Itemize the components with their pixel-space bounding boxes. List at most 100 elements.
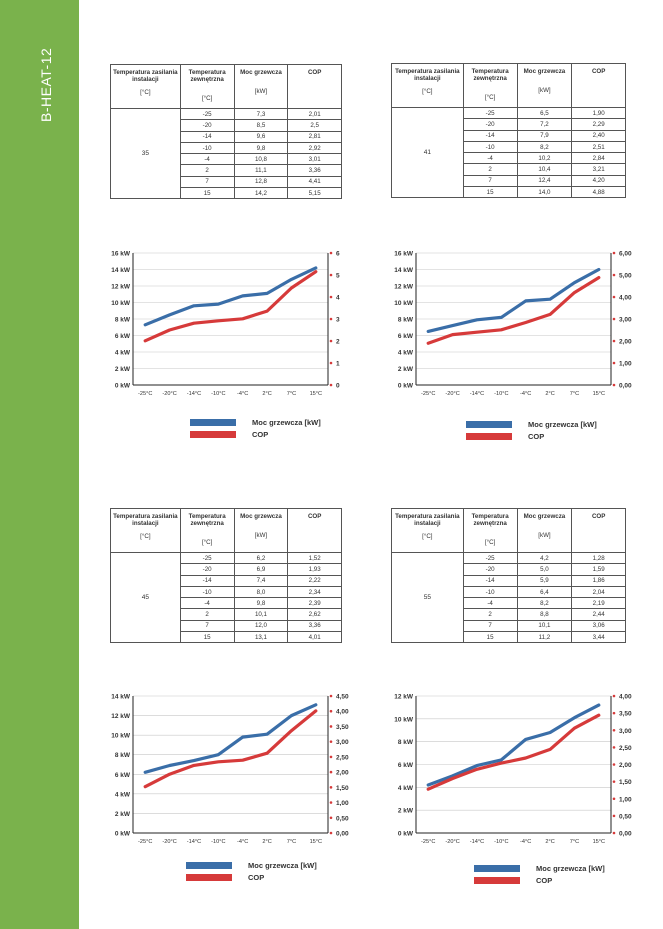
y-right-tick-mark [329,317,333,321]
x-tick-label: 7°C [287,839,296,845]
power-cell: 7,3 [233,107,289,121]
x-tick-label: 15°C [593,839,606,845]
table-header-row: Temperatura zasilania instalacji [°C] Temp… [391,508,626,553]
y-left-tick-label: 4 kW [115,350,131,357]
legend-label-power: Moc grzewcza [kW] [536,863,605,873]
power-cell: 8,5 [233,119,289,132]
x-tick-label: -20°C [162,839,176,845]
legend-swatch-power [474,864,520,872]
y-right-tick-label: 4,00 [336,709,349,716]
outdoor-temp-cell: -4 [179,597,235,610]
cop-cell: 1,86 [571,574,626,587]
header-power: Moc grzewcza [kW] [516,63,573,108]
header-outdoor-label: Temperatura zewnętrzna [188,69,226,84]
power-cell: 13,1 [233,631,289,644]
legend-label-power: Moc grzewcza [kW] [248,860,317,870]
y-right-tick-mark [329,801,333,804]
spec-table: Temperatura zasilania instalacji [°C] Temp… [391,63,626,199]
y-right-tick-label: 3,50 [336,724,349,731]
y-right-tick-label: 5,00 [619,273,632,280]
y-right-tick-mark [329,273,333,277]
y-right-tick-mark [612,383,616,387]
header-power-label: Moc grzewcza [240,69,282,76]
outdoor-temp-cell: 7 [462,619,518,633]
y-left-tick-label: 6 kW [398,762,414,769]
header-power-unit: [kW] [254,88,268,96]
cop-cell: 2,51 [571,140,626,154]
x-tick-label: -4°C [237,839,248,845]
y-right-tick-label: 1,00 [619,361,632,368]
table-row: -14 7,4 2,22 [111,574,342,587]
table-row: -4 10,2 2,84 [392,152,626,165]
legend-swatch-power [190,418,236,426]
header-power-label: Moc grzewcza [523,513,566,520]
y-right-tick-label: 3,50 [619,711,632,718]
table-header-row: Temperatura zasilania instalacji [°C] Temp… [110,508,342,553]
y-right-tick-mark [612,251,616,255]
outdoor-temp-cell: -20 [179,563,235,576]
y-right-tick-mark [329,770,333,774]
table-header-row: Temperatura zasilania instalacji [°C] Temp… [110,64,342,109]
chart-legend: Moc grzewcza [kW] COP [466,418,597,442]
outdoor-temp-cell: -20 [462,563,518,576]
outdoor-temp-cell: -20 [462,118,518,131]
y-right-tick-label: 2,50 [336,754,349,761]
cop-series-line [143,270,318,343]
y-right-tick-mark [329,383,333,387]
legend-label-cop: COP [536,875,553,885]
power-cell: 8,8 [516,608,573,621]
y-right-tick-label: 0,00 [336,831,349,838]
y-right-tick-mark [612,746,616,749]
y-right-tick-label: 1,00 [619,796,632,803]
header-power-unit: [kW] [538,87,551,95]
header-supply-unit: [°C] [422,88,433,96]
cop-cell: 2,92 [287,141,342,155]
spec-table: Temperatura zasilania instalacji [°C] Temp… [391,508,626,644]
header-power-unit: [kW] [538,532,551,540]
cop-cell: 4,41 [287,175,342,189]
table-row: 7 12,8 4,41 [111,175,342,189]
table-header-row: Temperatura zasilania instalacji [°C] Temp… [391,63,626,108]
cop-cell: 3,36 [287,164,342,177]
x-tick-label: 2°C [262,839,271,845]
cop-series-line [426,275,601,345]
x-tick-label: 15°C [310,839,323,845]
cop-cell: 1,59 [571,563,626,576]
cop-cell: 2,81 [287,130,342,143]
y-right-tick-label: 0,00 [619,831,632,838]
table-row: -10 8,2 2,51 [392,140,626,154]
chart-legend: Moc grzewcza [kW] COP [190,416,321,440]
table-row: 2 8,8 2,44 [392,608,626,621]
power-cell: 7,9 [516,129,573,142]
outdoor-temp-cell: 2 [179,608,235,621]
legend-label-cop: COP [252,429,269,439]
cop-series-line [143,709,318,789]
header-power-label: Moc grzewcza [240,513,282,520]
x-tick-label: -14°C [470,839,484,845]
power-cell: 7,4 [233,574,289,587]
power-cell: 11,2 [516,631,573,644]
outdoor-temp-cell: -25 [462,106,518,120]
power-cell: 10,2 [516,152,573,165]
outdoor-temp-cell: 2 [179,164,235,177]
header-power-label: Moc grzewcza [523,68,566,75]
cop-cell: 2,04 [571,585,626,599]
power-cell: 8,2 [516,597,573,610]
header-power: Moc grzewcza [kW] [233,508,289,553]
table-row: -10 8,0 2,34 [111,585,342,599]
y-right-tick-mark [329,755,333,759]
power-cell: 6,9 [233,563,289,576]
y-right-tick-mark [329,831,333,835]
x-tick-label: -10°C [494,839,508,845]
power-cell: 10,1 [233,608,289,621]
cop-cell: 1,90 [571,106,626,120]
y-right-tick-mark [612,728,616,732]
chart-legend: Moc grzewcza [kW] COP [474,862,605,886]
spec-table: Temperatura zasilania instalacji [°C] Temp… [110,64,342,200]
cop-cell: 4,88 [571,186,626,199]
y-left-tick-label: 0 kW [398,383,414,390]
y-right-tick-label: 3 [336,317,340,324]
power-cell: 12,8 [233,175,289,189]
outdoor-temp-cell: 15 [462,186,518,199]
y-left-tick-label: 4 kW [398,350,414,357]
